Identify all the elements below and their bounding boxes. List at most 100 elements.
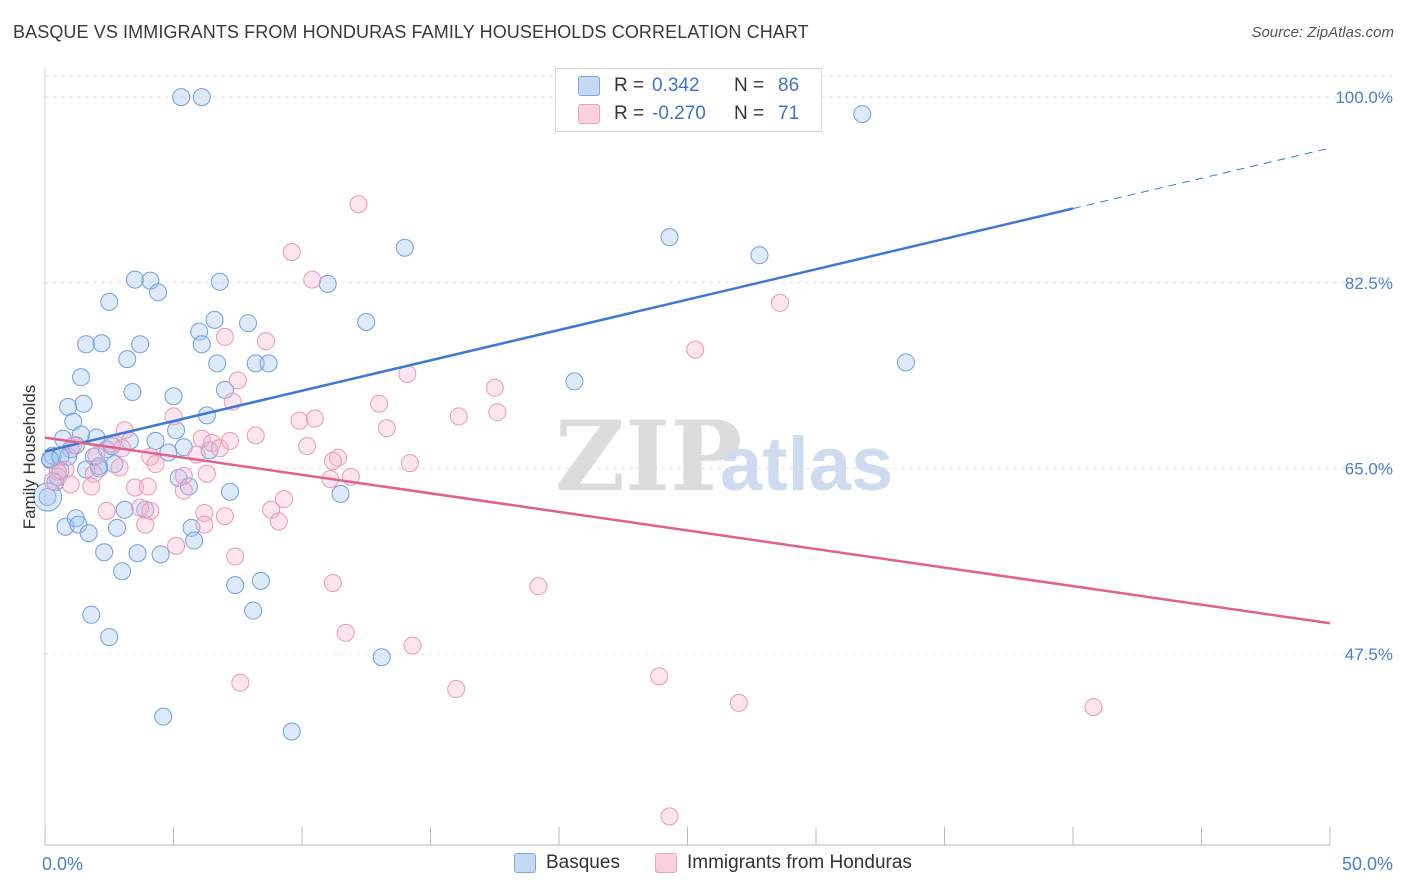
basques-point bbox=[244, 601, 263, 620]
basques-point bbox=[151, 545, 170, 564]
honduras-point bbox=[43, 472, 62, 491]
basques-point bbox=[92, 334, 111, 353]
honduras-point bbox=[210, 439, 229, 458]
legend-n-value: 71 bbox=[778, 103, 800, 124]
honduras-point bbox=[403, 636, 422, 655]
honduras-point bbox=[449, 407, 468, 426]
basques-point bbox=[395, 238, 414, 257]
basques-point bbox=[318, 274, 337, 293]
honduras-point bbox=[349, 195, 368, 214]
honduras-point bbox=[221, 431, 240, 450]
basques-point bbox=[251, 571, 270, 590]
basques-point bbox=[226, 576, 245, 595]
honduras-point bbox=[231, 673, 250, 692]
honduras-point bbox=[650, 667, 669, 686]
honduras-point bbox=[215, 507, 234, 526]
basques-trend-line bbox=[44, 207, 1074, 453]
chart-title: BASQUE VS IMMIGRANTS FROM HONDURAS FAMIL… bbox=[13, 22, 809, 42]
honduras-point bbox=[328, 448, 347, 467]
honduras-point bbox=[771, 293, 790, 312]
basques-point bbox=[357, 313, 376, 332]
basques-point bbox=[331, 484, 350, 503]
honduras-point bbox=[377, 419, 396, 438]
basques-point bbox=[123, 383, 142, 402]
y-tick-label: 100.0% bbox=[1335, 88, 1393, 107]
basques-point bbox=[172, 88, 191, 107]
honduras-point bbox=[136, 515, 155, 534]
honduras-point bbox=[1084, 698, 1103, 717]
tick-labels: 47.5% 65.0% 82.5% 100.0% 0.0% 50.0% bbox=[42, 88, 1393, 874]
basques-point bbox=[131, 335, 150, 354]
honduras-point bbox=[125, 478, 144, 497]
axes bbox=[44, 68, 1331, 846]
honduras-point bbox=[167, 536, 186, 555]
basques-point bbox=[246, 354, 265, 373]
honduras-point bbox=[195, 515, 214, 534]
honduras-point bbox=[174, 466, 193, 485]
basques-point bbox=[205, 310, 224, 329]
honduras-point bbox=[48, 462, 67, 481]
basques-point bbox=[750, 246, 769, 265]
honduras-point bbox=[215, 327, 234, 346]
series-basques-points bbox=[33, 88, 915, 741]
bottom-legend-label-honduras: Immigrants from Honduras bbox=[687, 852, 912, 873]
honduras-point bbox=[192, 429, 211, 448]
honduras-point bbox=[269, 512, 288, 531]
bottom-legend-swatch-basques bbox=[514, 853, 536, 873]
basques-point bbox=[259, 354, 278, 373]
basques-point-large bbox=[33, 482, 63, 512]
honduras-point bbox=[226, 547, 245, 566]
basques-point bbox=[660, 228, 679, 247]
legend-r-label: R = bbox=[614, 103, 645, 124]
honduras-trend-line bbox=[44, 436, 1331, 625]
y-axis-title: Family Households bbox=[20, 385, 39, 530]
honduras-point bbox=[110, 458, 129, 477]
bottom-legend-honduras: Immigrants from Honduras bbox=[655, 852, 912, 874]
basques-point bbox=[192, 88, 211, 107]
legend-swatch-honduras bbox=[578, 104, 600, 124]
basques-point bbox=[221, 482, 240, 501]
basques-point bbox=[100, 628, 119, 647]
honduras-point bbox=[488, 403, 507, 422]
basques-point bbox=[565, 372, 584, 391]
honduras-point bbox=[298, 437, 317, 456]
honduras-point bbox=[447, 680, 466, 699]
basques-point bbox=[149, 283, 168, 302]
basques-point bbox=[95, 543, 114, 562]
basques-point bbox=[164, 387, 183, 406]
basques-point bbox=[74, 394, 93, 413]
honduras-point bbox=[729, 693, 748, 712]
watermark-zip: ZIP bbox=[555, 400, 742, 513]
honduras-point bbox=[257, 332, 276, 351]
basques-point bbox=[113, 562, 132, 581]
legend-n-label: N = bbox=[734, 75, 765, 96]
basques-point bbox=[853, 105, 872, 124]
honduras-point bbox=[61, 475, 80, 494]
basques-point bbox=[128, 544, 147, 563]
honduras-point bbox=[87, 446, 106, 465]
honduras-point bbox=[370, 394, 389, 413]
x-tick-label-min: 0.0% bbox=[42, 854, 83, 874]
basques-point bbox=[100, 292, 119, 311]
basques-point bbox=[154, 707, 173, 726]
basques-point bbox=[71, 368, 90, 387]
honduras-point bbox=[141, 501, 160, 520]
basques-point bbox=[208, 354, 227, 373]
basques-point bbox=[105, 455, 124, 474]
basques-point bbox=[79, 524, 98, 543]
honduras-point bbox=[275, 490, 294, 509]
basques-point bbox=[115, 500, 134, 519]
x-tick-label-max: 50.0% bbox=[1342, 854, 1393, 874]
legend-r-value: 0.342 bbox=[652, 75, 700, 96]
honduras-point bbox=[82, 477, 101, 496]
honduras-point bbox=[197, 464, 216, 483]
bottom-legend-basques: Basques bbox=[514, 852, 620, 874]
basques-point bbox=[82, 605, 101, 624]
basques-point bbox=[239, 314, 258, 333]
honduras-point bbox=[400, 454, 419, 473]
basques-point bbox=[282, 722, 301, 741]
honduras-point bbox=[290, 411, 309, 430]
basques-point bbox=[118, 350, 137, 369]
honduras-point bbox=[228, 371, 247, 390]
